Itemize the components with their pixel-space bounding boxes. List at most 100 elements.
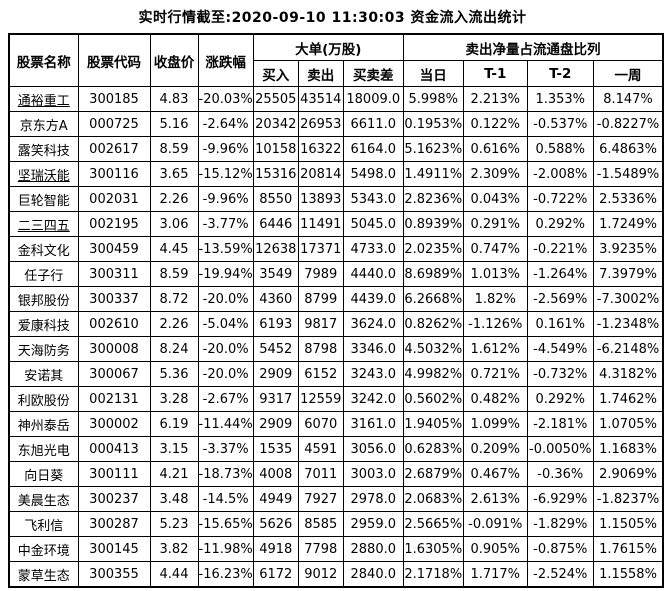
cell-t2: 0.292% bbox=[526, 211, 594, 237]
cell-week: -6.2148% bbox=[592, 336, 664, 362]
cell-sell: 13893 bbox=[297, 186, 344, 212]
cell-t1: -1.126% bbox=[462, 311, 528, 337]
stock-code-link[interactable]: 300287 bbox=[77, 511, 151, 537]
stock-code-link[interactable]: 300116 bbox=[77, 161, 151, 187]
cell-diff: 2959.0 bbox=[342, 511, 404, 537]
stock-name-link[interactable]: 金科文化 bbox=[8, 236, 79, 262]
cell-diff: 5343.0 bbox=[342, 186, 404, 212]
cell-buy: 8550 bbox=[252, 186, 299, 212]
cell-day: 2.6879% bbox=[402, 461, 464, 487]
stock-code-link[interactable]: 300111 bbox=[77, 461, 151, 487]
stock-name-link[interactable]: 京东方A bbox=[8, 111, 79, 137]
stock-name-link[interactable]: 飞利信 bbox=[8, 511, 79, 537]
cell-change: -15.12% bbox=[197, 161, 254, 187]
stock-code-link[interactable]: 300145 bbox=[77, 536, 151, 562]
header-row-2: 买入 卖出 买卖差 当日 T-1 T-2 一周 bbox=[9, 60, 664, 87]
cell-buy: 2909 bbox=[252, 411, 299, 437]
stock-name-link[interactable]: 坚瑞沃能 bbox=[8, 161, 79, 187]
cell-t2: -0.221% bbox=[526, 236, 594, 262]
cell-buy: 4918 bbox=[252, 536, 299, 562]
table-row: 金科文化 300459 4.45 -13.59% 12638 17371 4733.0 2.0… bbox=[8, 236, 664, 262]
table-row: 银邦股份 300337 8.72 -20.0% 4360 8799 4439.0 6.2668… bbox=[8, 286, 664, 312]
cell-change: -20.0% bbox=[197, 336, 254, 362]
cell-t1: 0.209% bbox=[462, 436, 528, 462]
stock-name-link[interactable]: 利欧股份 bbox=[8, 386, 79, 412]
stock-code-link[interactable]: 300002 bbox=[77, 411, 151, 437]
cell-week: 8.147% bbox=[592, 86, 664, 112]
cell-close: 4.83 bbox=[149, 86, 199, 112]
stock-code-link[interactable]: 300008 bbox=[77, 336, 151, 362]
stock-name-link[interactable]: 中金环境 bbox=[8, 536, 79, 562]
stock-code-link[interactable]: 300337 bbox=[77, 286, 151, 312]
cell-t2: 0.161% bbox=[526, 311, 594, 337]
stock-code-link[interactable]: 300067 bbox=[77, 361, 151, 387]
cell-t2: -1.264% bbox=[526, 261, 594, 287]
col-header-buy: 买入 bbox=[252, 60, 299, 87]
stock-code-link[interactable]: 000413 bbox=[77, 436, 151, 462]
cell-change: -20.0% bbox=[197, 361, 254, 387]
stock-name-link[interactable]: 向日葵 bbox=[8, 461, 79, 487]
cell-day: 1.4911% bbox=[402, 161, 464, 187]
cell-change: -13.59% bbox=[197, 236, 254, 262]
table-row: 蒙草生态 300355 4.44 -16.23% 6172 9012 2840.0 2.171… bbox=[8, 561, 664, 588]
stock-name-link[interactable]: 露笑科技 bbox=[8, 136, 79, 162]
stock-name-link[interactable]: 银邦股份 bbox=[8, 286, 79, 312]
cell-t2: -6.929% bbox=[526, 486, 594, 512]
stock-code-link[interactable]: 002195 bbox=[77, 211, 151, 237]
cell-close: 2.26 bbox=[149, 311, 199, 337]
cell-sell: 6152 bbox=[297, 361, 344, 387]
cell-change: -11.44% bbox=[197, 411, 254, 437]
stock-name-link[interactable]: 任子行 bbox=[8, 261, 79, 287]
cell-t1: -0.091% bbox=[462, 511, 528, 537]
stock-name-link[interactable]: 安诺其 bbox=[8, 361, 79, 387]
cell-week: 1.7615% bbox=[592, 536, 664, 562]
cell-diff: 2978.0 bbox=[342, 486, 404, 512]
stock-name-link[interactable]: 天海防务 bbox=[8, 336, 79, 362]
stock-code-link[interactable]: 000725 bbox=[77, 111, 151, 137]
cell-day: 5.1623% bbox=[402, 136, 464, 162]
stock-code-link[interactable]: 300355 bbox=[77, 561, 151, 588]
cell-week: 3.9235% bbox=[592, 236, 664, 262]
stock-code-link[interactable]: 002617 bbox=[77, 136, 151, 162]
cell-buy: 4360 bbox=[252, 286, 299, 312]
cell-change: -11.98% bbox=[197, 536, 254, 562]
stock-code-link[interactable]: 002031 bbox=[77, 186, 151, 212]
stock-code-link[interactable]: 300459 bbox=[77, 236, 151, 262]
cell-change: -20.0% bbox=[197, 286, 254, 312]
stock-code-link[interactable]: 300311 bbox=[77, 261, 151, 287]
cell-t1: 0.721% bbox=[462, 361, 528, 387]
cell-buy: 4008 bbox=[252, 461, 299, 487]
cell-close: 5.36 bbox=[149, 361, 199, 387]
cell-t1: 0.905% bbox=[462, 536, 528, 562]
cell-buy: 15316 bbox=[252, 161, 299, 187]
cell-day: 2.0235% bbox=[402, 236, 464, 262]
stock-name-link[interactable]: 爱康科技 bbox=[8, 311, 79, 337]
cell-buy: 9317 bbox=[252, 386, 299, 412]
stock-code-link[interactable]: 300237 bbox=[77, 486, 151, 512]
cell-t2: -0.0050% bbox=[526, 436, 594, 462]
col-header-close-price: 收盘价 bbox=[149, 33, 199, 87]
cell-t1: 0.482% bbox=[462, 386, 528, 412]
cell-diff: 3624.0 bbox=[342, 311, 404, 337]
cell-week: -1.8237% bbox=[592, 486, 664, 512]
cell-week: 1.1505% bbox=[592, 511, 664, 537]
stock-code-link[interactable]: 300185 bbox=[77, 86, 151, 112]
cell-sell: 20814 bbox=[297, 161, 344, 187]
table-row: 天海防务 300008 8.24 -20.0% 5452 8798 3346.0 4.5032… bbox=[8, 336, 664, 362]
stock-name-link[interactable]: 美晨生态 bbox=[8, 486, 79, 512]
stock-code-link[interactable]: 002610 bbox=[77, 311, 151, 337]
cell-change: -3.37% bbox=[197, 436, 254, 462]
stock-name-link[interactable]: 巨轮智能 bbox=[8, 186, 79, 212]
stock-name-link[interactable]: 神州泰岳 bbox=[8, 411, 79, 437]
stock-name-link[interactable]: 通裕重工 bbox=[8, 86, 79, 112]
stock-code-link[interactable]: 002131 bbox=[77, 386, 151, 412]
cell-buy: 5626 bbox=[252, 511, 299, 537]
stock-name-link[interactable]: 东旭光电 bbox=[8, 436, 79, 462]
stock-name-link[interactable]: 二三四五 bbox=[8, 211, 79, 237]
cell-close: 4.21 bbox=[149, 461, 199, 487]
cell-t2: -2.181% bbox=[526, 411, 594, 437]
table-row: 坚瑞沃能 300116 3.65 -15.12% 15316 20814 5498.0 1.4… bbox=[8, 161, 664, 187]
cell-day: 0.1953% bbox=[402, 111, 464, 137]
cell-close: 4.44 bbox=[149, 561, 199, 588]
stock-name-link[interactable]: 蒙草生态 bbox=[8, 561, 79, 588]
